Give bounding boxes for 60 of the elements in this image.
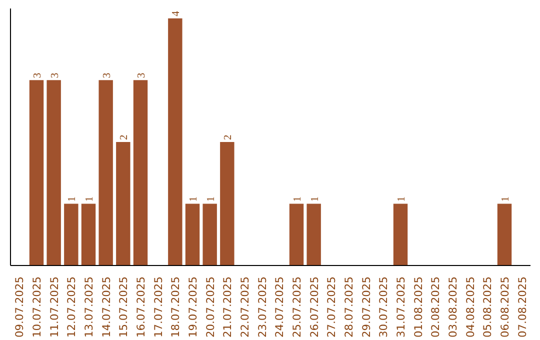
bar	[289, 204, 304, 266]
data-label: 1	[396, 196, 408, 202]
x-tick-label: 25.07.2025	[290, 276, 304, 338]
x-tick-label: 13.07.2025	[82, 276, 96, 338]
bar	[98, 80, 113, 266]
data-label: 1	[310, 196, 321, 202]
bar	[64, 204, 78, 266]
bar	[497, 204, 512, 266]
data-label: 4	[171, 10, 182, 16]
x-tick-label: 15.07.2025	[117, 276, 130, 338]
x-tick-label: 17.07.2025	[152, 276, 165, 338]
x-tick-label: 04.08.2025	[464, 276, 477, 338]
bar	[29, 80, 44, 266]
x-tick-label: 18.07.2025	[169, 276, 182, 338]
x-tick-label: 06.08.2025	[498, 276, 512, 338]
x-tick-label: 24.07.2025	[273, 276, 286, 338]
bar	[81, 204, 96, 266]
bar	[46, 80, 61, 266]
bar	[185, 204, 200, 266]
x-tick-label: 31.07.2025	[394, 276, 408, 338]
bar	[133, 80, 148, 266]
x-tick-label: 23.07.2025	[256, 276, 269, 338]
data-label: 3	[102, 72, 113, 78]
bar	[168, 18, 182, 266]
x-tick-label: 03.08.2025	[446, 276, 460, 338]
x-tick-label: 20.07.2025	[204, 276, 217, 338]
x-tick-label: 05.08.2025	[481, 276, 494, 338]
x-tick-label: 14.07.2025	[100, 276, 113, 338]
x-tick-label: 27.07.2025	[325, 276, 338, 338]
x-tick-label: 11.07.2025	[48, 276, 61, 338]
x-tick-label: 19.07.2025	[186, 276, 200, 338]
bar	[220, 142, 234, 266]
bar	[202, 204, 217, 266]
x-tick-label: 02.08.2025	[429, 276, 442, 338]
x-tick-label: 01.08.2025	[412, 276, 425, 338]
data-label: 2	[119, 134, 130, 140]
data-label: 1	[292, 196, 304, 202]
x-tick-label: 22.07.2025	[238, 276, 252, 338]
x-tick-label: 29.07.2025	[360, 276, 373, 338]
x-tick-label: 28.07.2025	[342, 276, 356, 338]
data-label: 1	[188, 196, 200, 202]
x-tick-label: 12.07.2025	[65, 276, 78, 338]
x-tick-label: 30.07.2025	[377, 276, 390, 338]
data-label: 3	[136, 72, 148, 78]
x-tick-label: 09.07.2025	[13, 276, 26, 338]
data-label: 1	[500, 196, 512, 202]
data-label: 1	[84, 196, 96, 202]
x-tick-label: 10.07.2025	[30, 276, 44, 338]
data-label: 1	[206, 196, 217, 202]
x-tick-label: 16.07.2025	[134, 276, 148, 338]
bar	[116, 142, 130, 266]
data-label: 3	[32, 72, 44, 78]
bar	[306, 204, 321, 266]
bar	[393, 204, 408, 266]
data-label: 3	[50, 72, 61, 78]
x-tick-label: 21.07.2025	[221, 276, 234, 338]
data-label: 2	[223, 134, 234, 140]
x-tick-label: 07.08.2025	[516, 276, 529, 338]
data-label: 1	[67, 196, 78, 202]
x-tick-label: 26.07.2025	[308, 276, 321, 338]
